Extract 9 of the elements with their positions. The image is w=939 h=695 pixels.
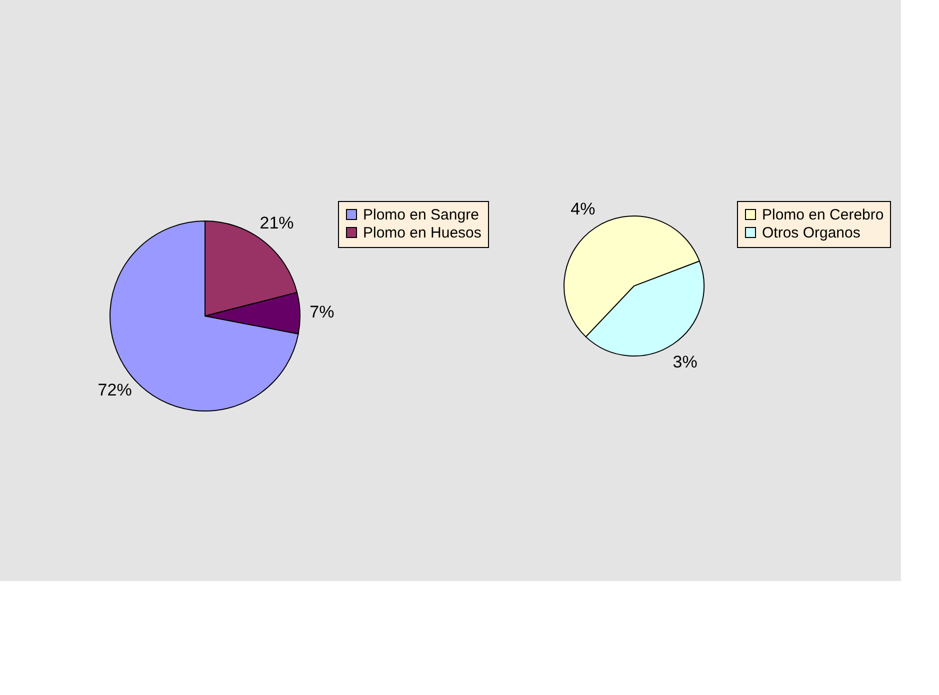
data-label: 4% <box>570 199 596 218</box>
data-label: 7% <box>310 302 334 322</box>
legend-label: Plomo en Huesos <box>363 224 482 242</box>
data-label: 72% <box>98 380 132 400</box>
data-label: 3% <box>672 352 698 372</box>
data-label: 21% <box>260 214 294 233</box>
legend-label: Plomo en Cerebro <box>762 206 884 224</box>
legend-label: Plomo en Sangre <box>363 206 479 224</box>
legend-label: Otros Organos <box>762 224 860 242</box>
